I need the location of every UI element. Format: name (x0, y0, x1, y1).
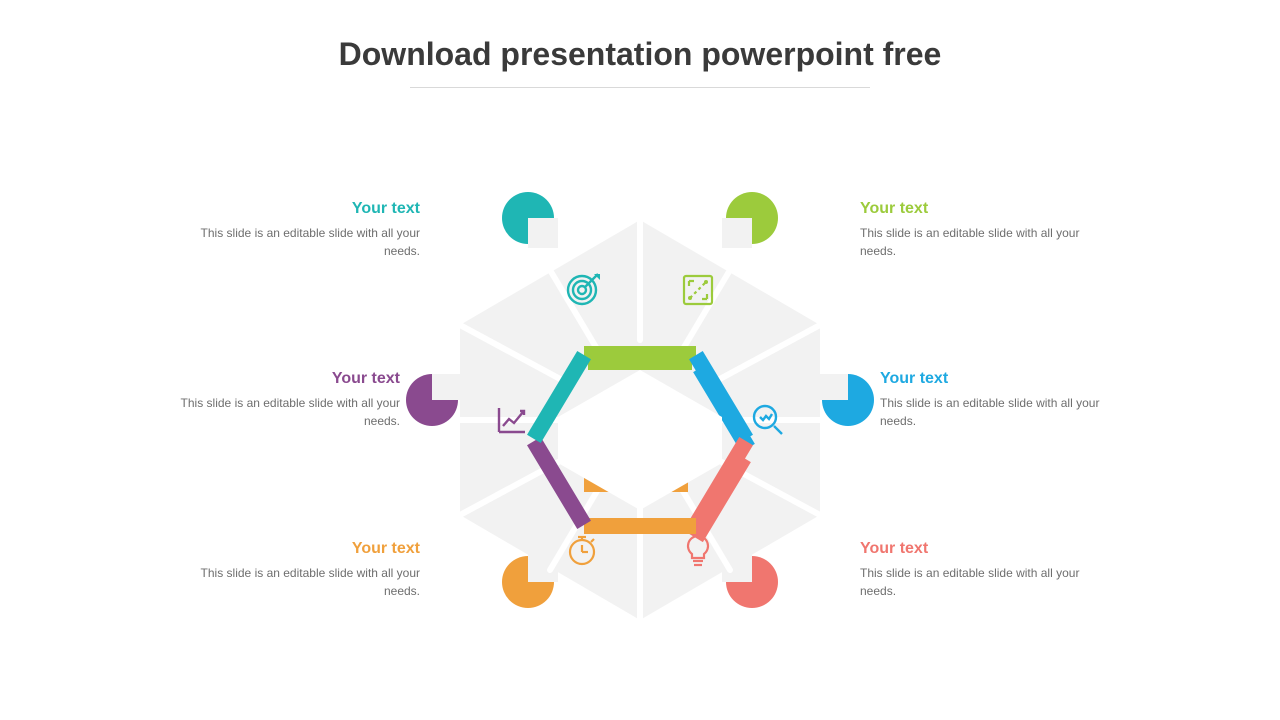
heading-orange: Your text (200, 540, 420, 558)
body-orange: This slide is an editable slide with all… (200, 564, 420, 600)
diagram-stage: Your text This slide is an editable slid… (0, 120, 1280, 680)
heading-blue: Your text (880, 370, 1100, 388)
callout-blue: Your text This slide is an editable slid… (880, 370, 1100, 430)
callout-teal: Your text This slide is an editable slid… (200, 200, 420, 260)
title-underline (410, 87, 870, 88)
body-purple: This slide is an editable slide with all… (180, 394, 400, 430)
callout-coral: Your text This slide is an editable slid… (860, 540, 1080, 600)
callout-lime: Your text This slide is an editable slid… (860, 200, 1080, 260)
body-coral: This slide is an editable slide with all… (860, 564, 1080, 600)
body-blue: This slide is an editable slide with all… (880, 394, 1100, 430)
heading-lime: Your text (860, 200, 1080, 218)
heading-coral: Your text (860, 540, 1080, 558)
page-title: Download presentation powerpoint free (0, 0, 1280, 73)
callout-purple: Your text This slide is an editable slid… (180, 370, 400, 430)
heading-teal: Your text (200, 200, 420, 218)
body-lime: This slide is an editable slide with all… (860, 224, 1080, 260)
callout-orange: Your text This slide is an editable slid… (200, 540, 420, 600)
heading-purple: Your text (180, 370, 400, 388)
body-teal: This slide is an editable slide with all… (200, 224, 420, 260)
